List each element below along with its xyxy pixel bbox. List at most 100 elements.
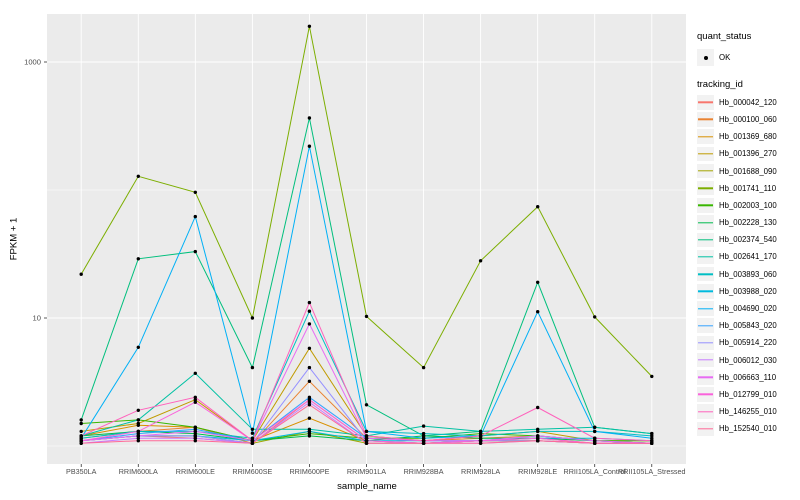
data-point-Hb_146255_010 (250, 439, 255, 443)
point-marker-icon (703, 55, 708, 60)
data-point-Hb_001741_110 (421, 365, 426, 370)
legend-key-line-icon (698, 273, 713, 275)
data-point-Hb_146255_010 (536, 405, 540, 410)
data-point-Hb_003893_060 (536, 429, 540, 434)
legend-key-box (697, 49, 714, 66)
x-tick-label-RRIM600LE: RRIM600LE (176, 467, 215, 476)
data-point-Hb_004690_020 (421, 436, 426, 440)
legend-key-box (697, 215, 714, 230)
data-point-Hb_004690_020 (136, 345, 140, 349)
data-point-Hb_152540_010 (193, 439, 197, 443)
data-point-Hb_004690_020 (593, 429, 597, 434)
legend-item-Hb_012799_010: Hb_012799_010 (697, 387, 777, 402)
legend-key-box (697, 318, 714, 333)
data-point-Hb_002641_170 (193, 371, 197, 375)
data-point-Hb_006663_110 (593, 439, 597, 443)
legend-item-Hb_006663_110: Hb_006663_110 (697, 370, 777, 385)
data-point-Hb_005914_220 (307, 365, 312, 370)
legend-key-line-icon (698, 393, 713, 396)
legend-item-label: Hb_146255_010 (719, 407, 777, 417)
legend-title-quant-status: quant_status (697, 31, 752, 42)
data-point-Hb_004690_020 (307, 144, 312, 148)
data-point-Hb_004690_020 (193, 214, 197, 219)
legend-item-label: Hb_002641_170 (719, 252, 777, 262)
data-point-Hb_146255_010 (136, 408, 140, 412)
data-point-Hb_001396_270 (136, 421, 140, 426)
legend-item-label: Hb_003893_060 (719, 269, 777, 279)
legend-item-label: Hb_006012_030 (719, 355, 777, 365)
legend-key-line-icon (698, 324, 713, 327)
legend-key-box (697, 370, 714, 385)
data-point-Hb_012799_010 (364, 439, 369, 443)
data-point-Hb_002641_170 (478, 429, 483, 434)
legend-item-label: Hb_002228_130 (719, 218, 777, 228)
legend-key-box (697, 266, 714, 282)
legend-key-line-icon (698, 101, 713, 103)
data-point-Hb_006663_110 (307, 322, 312, 326)
data-point-Hb_001369_680 (307, 416, 312, 420)
legend-key-box (697, 301, 714, 316)
data-point-Hb_002641_170 (593, 425, 597, 429)
y-tick-label: 10 (33, 314, 41, 323)
data-point-Hb_152540_010 (478, 441, 483, 445)
data-point-Hb_003893_060 (421, 431, 426, 436)
legend-item-label: Hb_152540_010 (719, 424, 777, 434)
legend-key-line-icon (698, 204, 713, 207)
data-point-Hb_001741_110 (136, 174, 140, 178)
legend-item-Hb_001369_680: Hb_001369_680 (697, 129, 777, 144)
data-point-Hb_004690_020 (364, 429, 369, 434)
data-point-Hb_152540_010 (593, 441, 597, 445)
data-point-Hb_004690_020 (250, 431, 255, 435)
legend-key-box (697, 249, 714, 265)
data-point-Hb_001741_110 (593, 315, 597, 319)
legend-item-Hb_005843_020: Hb_005843_020 (697, 318, 777, 333)
legend-item-label: OK (719, 53, 731, 62)
legend-key-line-icon (698, 376, 713, 378)
x-tick-label-RRIM928LA: RRIM928LA (461, 467, 500, 476)
data-point-Hb_152540_010 (136, 439, 140, 443)
data-point-Hb_006012_030 (307, 400, 312, 404)
data-point-Hb_002641_170 (136, 418, 140, 422)
data-point-Hb_152540_010 (307, 403, 312, 407)
legend-item-label: Hb_001396_270 (719, 149, 777, 159)
data-point-Hb_002374_540 (364, 403, 369, 407)
legend-item-label: Hb_000042_120 (719, 97, 777, 107)
legend-item-label: Hb_001369_680 (719, 132, 777, 142)
data-point-Hb_012799_010 (193, 400, 197, 404)
legend-key-line-icon (698, 256, 713, 258)
legend-key-box (697, 387, 714, 402)
legend-item-label: Hb_001688_090 (719, 166, 777, 176)
legend-item-Hb_001741_110: Hb_001741_110 (697, 180, 777, 196)
data-point-Hb_002374_540 (193, 249, 197, 254)
data-point-Hb_001396_270 (307, 346, 312, 350)
x-axis-title: sample_name (337, 481, 397, 492)
data-point-Hb_146255_010 (478, 434, 483, 438)
legend-item-Hb_146255_010: Hb_146255_010 (697, 404, 777, 419)
data-point-Hb_012799_010 (478, 439, 483, 443)
data-point-Hb_002374_540 (79, 418, 83, 422)
data-point-Hb_001741_110 (650, 374, 654, 379)
legend-item-label: Hb_005914_220 (719, 338, 777, 348)
legend-item-label: Hb_002003_100 (719, 200, 777, 210)
data-point-Hb_012799_010 (307, 398, 312, 402)
data-point-Hb_152540_010 (421, 441, 426, 445)
data-point-Hb_001741_110 (364, 314, 369, 319)
data-point-Hb_146255_010 (421, 439, 426, 443)
legend-key-line-icon (698, 342, 713, 344)
legend-item-Hb_003893_060: Hb_003893_060 (697, 266, 777, 282)
data-point-Hb_002641_170 (250, 427, 255, 431)
legend-key-box (697, 146, 714, 162)
data-point-Hb_002374_540 (136, 257, 140, 261)
legend-item-label: Hb_000100_060 (719, 114, 777, 124)
legend-key-box (697, 129, 714, 144)
legend-key-line-icon (698, 239, 713, 241)
legend-item-Hb_002374_540: Hb_002374_540 (697, 232, 777, 247)
legend-item-Hb_001396_270: Hb_001396_270 (697, 146, 777, 162)
data-point-Hb_001396_270 (193, 398, 197, 402)
legend-key-box (697, 112, 714, 127)
legend-item-Hb_002003_100: Hb_002003_100 (697, 198, 777, 213)
legend-key-line-icon (698, 410, 713, 413)
data-point-Hb_003988_020 (307, 429, 312, 434)
